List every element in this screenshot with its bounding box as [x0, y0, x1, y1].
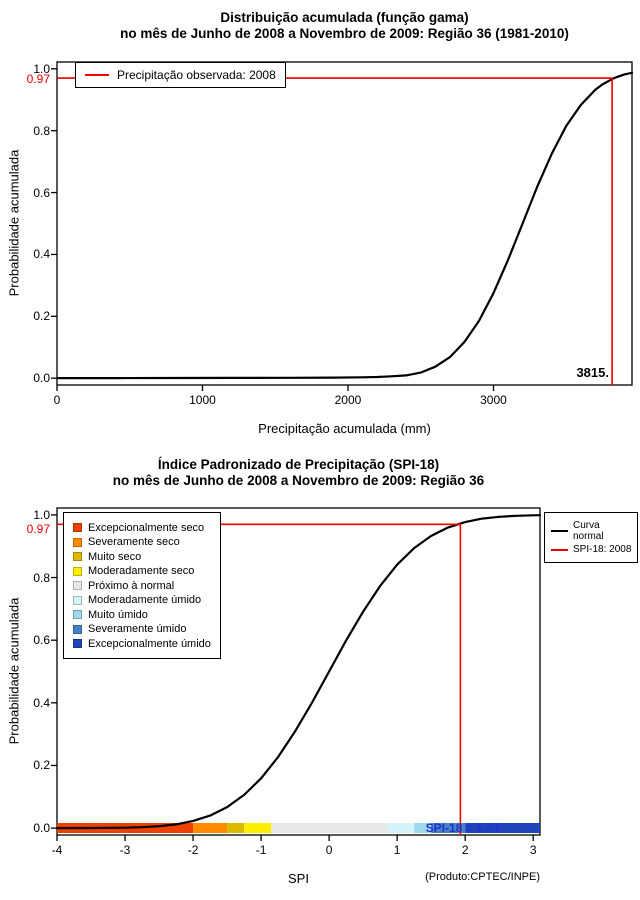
category-label: Muito úmido: [88, 608, 148, 621]
category-color-swatch: [73, 624, 82, 634]
spi-category-bar-segment: [271, 823, 387, 833]
category-label: Severamente seco: [88, 536, 180, 548]
spi-category-bar-segment: [244, 823, 272, 833]
observed-line-sample: [85, 74, 109, 76]
y-tick-label: 1.0: [33, 61, 50, 76]
gamma-marker-precipitation-label: 3815.: [576, 365, 609, 380]
gamma-marker-probability-label: 0.97: [26, 72, 50, 86]
category-label: Excepcionalmente seco: [88, 521, 205, 534]
observed-marker-line: [57, 77, 613, 385]
spi-category-legend-item: Muito seco: [73, 551, 211, 563]
spi-category-legend-item: Excepcionalmente úmido: [73, 638, 211, 650]
category-color-swatch: [73, 610, 82, 619]
y-tick-label: 0.8: [33, 123, 50, 138]
x-tick-label: -4: [51, 843, 63, 857]
category-label: Próximo à normal: [88, 579, 175, 592]
spi-category-legend-item: Moderadamente seco: [73, 565, 211, 577]
spi-categories-legend: Excepcionalmente seco Severamente seco Mui…: [63, 512, 221, 659]
gamma-chart-subtitle: no mês de Junho de 2008 a Novembro de 20…: [120, 26, 569, 41]
spi-category-bar-segment: [386, 823, 415, 833]
spi-category-bar-segment: [193, 823, 228, 833]
y-tick-label: 0.0: [33, 371, 50, 386]
x-tick-label: 3000: [480, 393, 507, 407]
x-tick-label: 2000: [334, 393, 362, 407]
spi-chart-subtitle: no mês de Junho de 2008 a Novembro de 20…: [112, 473, 485, 488]
category-color-swatch: [73, 566, 82, 576]
spi-marker-probability-label: 0.97: [26, 522, 50, 536]
spi-category-legend-item: Moderadamente úmido: [73, 594, 211, 606]
x-tick-label: -3: [119, 843, 131, 857]
y-tick-label: 0.4: [33, 247, 50, 262]
spi-category-legend-item: Próximo à normal: [73, 580, 211, 592]
x-tick-label: 3: [529, 843, 537, 857]
spi-category-legend-item: Muito úmido: [73, 609, 211, 621]
spi-curves-legend: Curva normal SPI-18: 2008: [544, 512, 638, 563]
y-tick-label: 0.2: [33, 309, 50, 324]
spi-value-annotation: SPI-18 = 1.93: [425, 821, 500, 835]
x-tick-label: -2: [187, 843, 199, 857]
x-tick-label: 0: [325, 843, 333, 857]
cdf-curve: [55, 514, 542, 830]
category-label: Severamente úmido: [88, 623, 187, 635]
y-tick-label: 0.8: [33, 570, 50, 585]
spi-2008-legend-label: SPI-18: 2008: [573, 544, 632, 555]
category-color-swatch: [73, 639, 82, 648]
spi-x-axis-label: SPI: [288, 871, 309, 886]
category-label: Excepcionalmente úmido: [88, 637, 211, 650]
y-tick-label: 0.0: [33, 821, 50, 836]
gamma-chart-title: Distribuição acumulada (função gama): [220, 10, 469, 25]
spi-category-bar-segment: [227, 823, 245, 833]
spi-category-legend-item: Excepcionalmente seco: [73, 522, 211, 534]
observed-legend-label: Precipitação observada: 2008: [117, 68, 276, 82]
category-color-swatch: [73, 523, 82, 532]
x-tick-label: -1: [255, 843, 267, 857]
spi-2008-legend-item: SPI-18: 2008: [551, 544, 631, 555]
x-tick-label: 1: [393, 843, 401, 857]
category-color-swatch: [73, 595, 82, 605]
normal-curve-line-sample: [551, 530, 568, 532]
credit-label: (Produto:CPTEC/INPE): [425, 871, 540, 883]
x-tick-label: 2: [461, 843, 469, 857]
spi-category-bar-segment: [414, 823, 432, 833]
spi-y-axis-label: Probabilidade acumulada: [6, 597, 22, 745]
gamma-x-axis-label: Precipitação acumulada (mm): [258, 421, 431, 436]
category-color-swatch: [73, 552, 82, 561]
y-tick-label: 0.6: [33, 633, 50, 648]
category-label: Muito seco: [88, 550, 142, 563]
normal-curve-legend-label: Curva normal: [573, 520, 604, 542]
category-label: Moderadamente seco: [88, 565, 195, 577]
plot-frame: [56, 61, 633, 386]
x-tick-label: 1000: [189, 393, 216, 407]
cdf-curve: [55, 71, 634, 380]
category-color-swatch: [73, 581, 82, 590]
gamma-observed-legend: Precipitação observada: 2008: [75, 62, 286, 88]
y-tick-label: 0.6: [33, 185, 50, 200]
spi-category-bar-segment: [465, 823, 540, 833]
spi-2008-line-sample: [551, 548, 568, 551]
y-tick-label: 1.0: [33, 507, 50, 522]
category-color-swatch: [73, 537, 82, 547]
spi-category-legend-item: Severamente seco: [73, 536, 211, 548]
plot-frame: [56, 507, 541, 836]
gamma-y-axis-label: Probabilidade acumulada: [6, 149, 22, 297]
category-label: Moderadamente úmido: [88, 594, 202, 606]
spi-category-bar-segment: [431, 823, 466, 833]
normal-curve-legend-item: Curva normal: [551, 520, 631, 542]
x-tick-label: 0: [53, 393, 61, 407]
spi-category-legend-item: Severamente úmido: [73, 623, 211, 635]
y-tick-label: 0.2: [33, 758, 50, 773]
spi-chart-title: Índice Padronizado de Precipitação (SPI-…: [157, 457, 440, 472]
y-tick-label: 0.4: [33, 695, 50, 710]
